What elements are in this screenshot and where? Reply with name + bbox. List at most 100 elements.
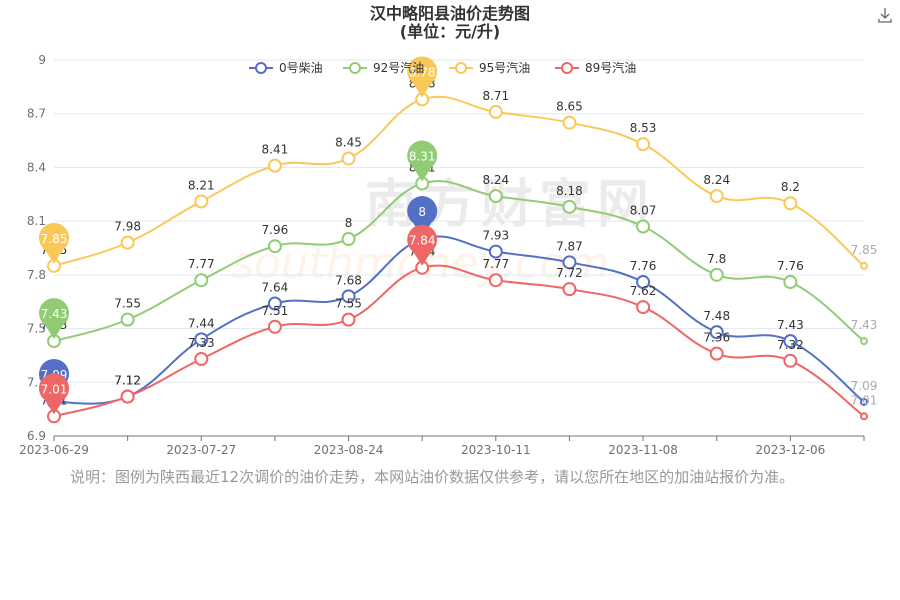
data-label: 7.48	[703, 309, 730, 323]
data-point[interactable]	[120, 312, 135, 327]
data-label: 8.18	[556, 184, 583, 198]
legend-marker	[455, 62, 467, 74]
data-point[interactable]	[709, 325, 724, 340]
legend-label: 89号汽油	[585, 60, 636, 75]
data-point[interactable]	[783, 334, 798, 349]
data-label: 7.76	[630, 259, 657, 273]
chart-title: 汉中略阳县油价走势图	[369, 4, 530, 23]
data-label: 7.72	[556, 266, 583, 280]
data-point[interactable]	[120, 235, 135, 250]
pin-label: 8.78	[409, 65, 436, 79]
legend-item[interactable]: 0号柴油	[249, 61, 323, 75]
data-label: 8.2	[781, 180, 800, 194]
data-point[interactable]	[194, 352, 209, 367]
data-label: 7.85	[851, 243, 878, 257]
data-point[interactable]	[636, 219, 651, 234]
data-label: 7.68	[335, 273, 362, 287]
data-label: 7.76	[777, 259, 804, 273]
data-point[interactable]	[488, 244, 503, 259]
x-tick-label: 2023-10-11	[461, 443, 531, 457]
data-label: 7.01	[851, 393, 878, 407]
data-point[interactable]	[194, 194, 209, 209]
data-label: 7.43	[851, 318, 878, 332]
data-label: 7.32	[777, 338, 804, 352]
legend-marker	[255, 62, 267, 74]
pin-marker: 7.85	[39, 222, 70, 264]
data-label: 7.36	[703, 331, 730, 345]
data-point[interactable]	[488, 273, 503, 288]
data-label: 7.55	[114, 297, 141, 311]
data-point[interactable]	[709, 189, 724, 204]
legend-item[interactable]: 95号汽油	[449, 60, 530, 75]
legend-item[interactable]: 89号汽油	[555, 60, 636, 75]
pin-marker: 8	[407, 196, 438, 238]
data-point[interactable]	[636, 300, 651, 315]
data-label: 8.21	[188, 178, 215, 192]
data-point[interactable]	[341, 289, 356, 304]
pin-shape	[407, 196, 438, 238]
data-point[interactable]	[860, 337, 868, 346]
data-point[interactable]	[267, 158, 282, 173]
data-point[interactable]	[341, 232, 356, 247]
data-point[interactable]	[709, 267, 724, 282]
data-point[interactable]	[562, 255, 577, 270]
data-point[interactable]	[267, 319, 282, 334]
pin-shape	[407, 56, 438, 98]
pin-shape	[407, 224, 438, 266]
chart-subtitle: (单位：元/升)	[399, 22, 501, 41]
data-label: 8.65	[556, 100, 583, 114]
data-point[interactable]	[488, 189, 503, 204]
data-point[interactable]	[709, 346, 724, 361]
data-point[interactable]	[860, 261, 868, 270]
data-point[interactable]	[783, 275, 798, 290]
data-label: 8.24	[703, 173, 730, 187]
data-point[interactable]	[636, 275, 651, 290]
data-point[interactable]	[488, 104, 503, 119]
data-point[interactable]	[194, 273, 209, 288]
data-point[interactable]	[341, 151, 356, 166]
data-point[interactable]	[194, 332, 209, 347]
data-point[interactable]	[562, 282, 577, 297]
data-label: 7.12	[114, 374, 141, 388]
pin-label: 8.31	[409, 150, 436, 164]
pin-marker: 7.01	[39, 373, 70, 415]
data-point[interactable]	[783, 196, 798, 211]
data-label: 7.43	[777, 318, 804, 332]
data-label: 7.09	[851, 379, 878, 393]
data-label: 7.93	[482, 229, 509, 243]
data-point[interactable]	[267, 296, 282, 311]
data-label: 7.77	[188, 257, 215, 271]
data-label: 8.07	[630, 204, 657, 218]
data-point[interactable]	[341, 312, 356, 327]
pin-marker: 8.78	[407, 56, 438, 98]
data-point[interactable]	[636, 137, 651, 152]
legend-item[interactable]: 92号汽油	[343, 60, 424, 75]
pin-label: 7.01	[41, 382, 68, 396]
legend-label: 0号柴油	[279, 61, 323, 75]
pin-label: 7.85	[41, 232, 68, 246]
data-label: 7.51	[262, 304, 289, 318]
y-tick-label: 8.7	[27, 107, 46, 121]
x-tick-label: 2023-07-27	[166, 443, 236, 457]
data-point[interactable]	[860, 412, 868, 421]
data-point[interactable]	[562, 115, 577, 130]
data-label: 7.62	[630, 284, 657, 298]
x-tick-label: 2023-08-24	[314, 443, 384, 457]
data-label: 7.98	[114, 220, 141, 234]
data-point[interactable]	[120, 389, 135, 404]
legend-marker	[561, 62, 573, 74]
data-label: 7.44	[188, 316, 215, 330]
data-point[interactable]	[860, 397, 868, 406]
legend-label: 92号汽油	[373, 60, 424, 75]
data-point[interactable]	[267, 239, 282, 254]
data-point[interactable]	[783, 353, 798, 368]
x-tick-label: 2023-12-06	[755, 443, 825, 457]
download-icon[interactable]	[876, 6, 894, 24]
pin-marker: 7.43	[39, 298, 70, 340]
pin-shape	[39, 373, 70, 415]
pin-shape	[39, 222, 70, 264]
pin-marker: 7.84	[407, 224, 438, 266]
x-tick-label: 2023-11-08	[608, 443, 678, 457]
data-point[interactable]	[562, 199, 577, 214]
data-label: 7.77	[482, 257, 509, 271]
